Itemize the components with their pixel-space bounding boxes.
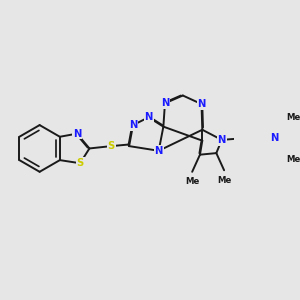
Text: Me: Me: [185, 177, 199, 186]
Text: N: N: [197, 99, 206, 109]
Text: N: N: [218, 135, 226, 145]
Text: Me: Me: [217, 176, 231, 185]
Text: N: N: [73, 129, 81, 139]
Text: N: N: [129, 120, 137, 130]
Text: N: N: [144, 112, 153, 122]
Text: S: S: [76, 158, 84, 168]
Text: N: N: [161, 98, 169, 108]
Text: S: S: [108, 141, 115, 151]
Text: N: N: [271, 133, 279, 143]
Text: Me: Me: [286, 113, 300, 122]
Text: N: N: [154, 146, 163, 156]
Text: Me: Me: [286, 155, 300, 164]
